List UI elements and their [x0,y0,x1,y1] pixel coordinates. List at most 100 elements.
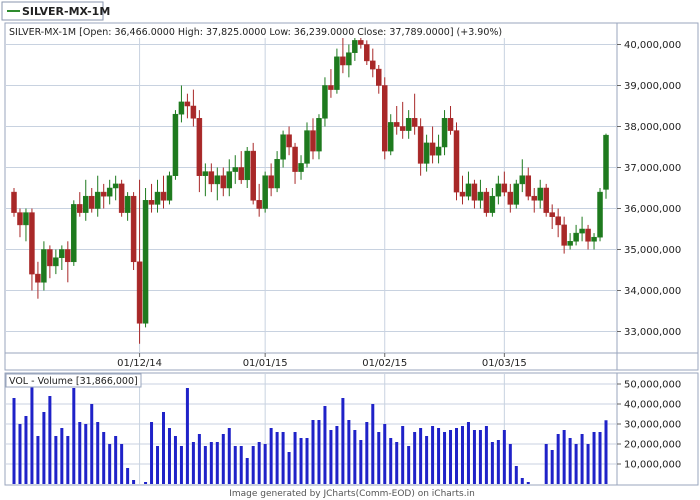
candle-body [328,85,334,90]
candle-body [59,249,65,258]
candle [130,192,137,270]
volume-bar [550,450,554,484]
volume-bar [347,420,351,484]
candle-body [453,130,460,193]
candle-body [35,273,41,283]
candle-body [507,191,514,205]
price-tick-label: 39,000,000 [624,81,681,92]
candle [94,175,101,217]
price-tick-label: 34,000,000 [624,286,681,297]
candlestick-series [11,24,609,344]
volume-bar [317,420,321,484]
candle-body [531,195,537,201]
volume-bar [365,422,369,484]
volume-bar [604,420,608,484]
candle-body [226,171,233,189]
volume-bar [269,428,273,484]
volume-bar [377,432,381,484]
candle [172,110,179,180]
volume-bar [502,430,506,484]
candle-body [244,150,250,181]
volume-bar [179,446,183,484]
candle [531,188,537,213]
candle [250,142,256,205]
candle [88,188,95,213]
candle-body [405,118,412,131]
volume-bar [156,446,160,484]
candle-body [573,232,579,242]
volume-tick-label: 20,000,000 [624,440,681,451]
candle [184,93,191,119]
date-axis-band: 01/12/14 01/01/15 01/02/15 01/03/15 [4,352,699,371]
candle [238,151,244,184]
candle-body [465,183,472,197]
candle-body [214,175,221,185]
volume-bar [359,440,363,484]
candle [274,151,280,193]
volume-bar [215,442,219,484]
candle [322,77,328,127]
candle [537,179,543,209]
candle-body [280,134,286,160]
volume-bar [263,444,267,484]
price-tick-label: 35,000,000 [624,245,681,256]
volume-bar [60,428,64,484]
candle-body [142,200,149,324]
candle-body [262,175,268,209]
candle-body [603,134,609,190]
volume-bar [329,430,333,484]
volume-bar [556,434,560,484]
volume-bar [191,442,195,484]
candle-body [501,183,508,193]
candle [501,171,508,197]
volume-bar [425,436,429,484]
candle-body [591,236,597,242]
date-tick-label: 01/02/15 [362,358,407,369]
volume-bar [353,430,357,484]
candle-body [423,142,430,164]
candle-body [549,212,555,217]
volume-series [12,382,608,484]
volume-bar [66,436,70,484]
price-tick-label: 36,000,000 [624,204,681,215]
volume-bar [227,428,231,484]
candle [148,183,155,213]
candle [567,233,573,250]
candle-body [190,105,197,119]
price-tick-label: 38,000,000 [624,122,681,133]
candle-body [47,249,53,267]
volume-bar [42,412,46,484]
volume-tick-label: 50,000,000 [624,380,681,391]
volume-bar [580,434,584,484]
volume-bar [30,382,34,484]
volume-bar [562,430,566,484]
candle-body [543,187,549,213]
volume-bar [311,420,315,484]
volume-bar [245,458,249,484]
candle [23,208,29,242]
volume-axis-frame [616,372,699,486]
volume-bar [544,444,548,484]
candle-body [286,134,292,148]
candle [603,133,609,199]
candle [411,93,418,135]
candle [178,85,185,123]
candle [573,224,579,246]
candle [465,171,472,201]
candle-body [537,187,543,201]
candle-body [322,85,328,119]
candle [447,106,454,135]
candle-body [17,212,23,226]
symbol-tab[interactable]: SILVER-MX-1M [1,1,110,21]
candle [100,183,107,209]
candle [220,167,227,197]
candle-body [208,171,215,185]
candle [286,126,292,156]
candle [262,171,268,213]
candle [513,179,520,209]
candle [477,179,484,209]
volume-bar [526,482,530,484]
volume-bar [496,440,500,484]
volume-bar [437,428,441,484]
volume-bar [383,424,387,484]
